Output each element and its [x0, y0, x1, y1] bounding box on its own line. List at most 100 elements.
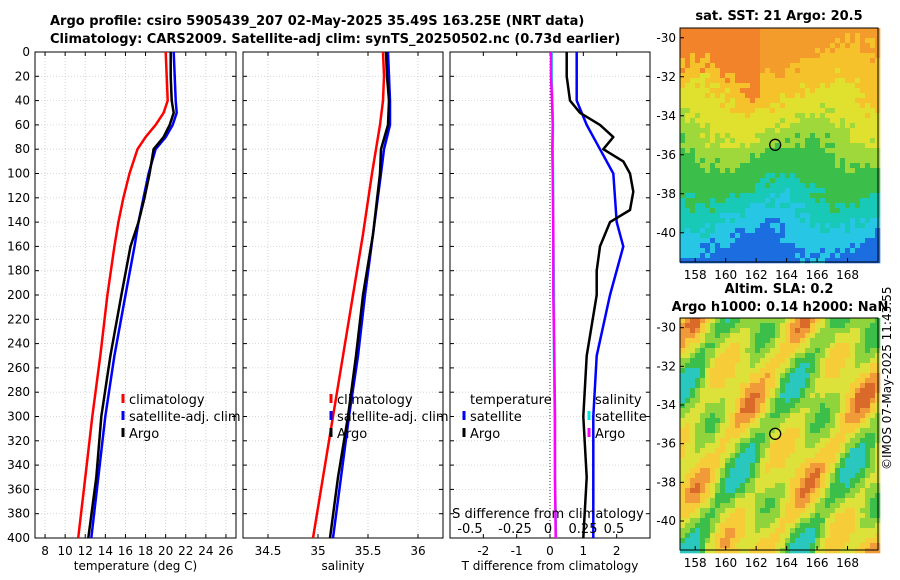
map-cell [775, 133, 781, 139]
map-cell [860, 43, 866, 49]
map-cell [770, 513, 776, 519]
map-cell [735, 163, 741, 169]
map-cell [700, 208, 706, 214]
map-cell [680, 168, 686, 174]
map-cell [700, 348, 706, 354]
map-cell [705, 228, 711, 234]
map-cell [765, 548, 771, 554]
map-cell [770, 108, 776, 114]
map-cell [705, 358, 711, 364]
map-cell [795, 63, 801, 69]
map-cell [865, 373, 871, 379]
map-cell [680, 443, 686, 449]
map-cell [735, 218, 741, 224]
map-cell [720, 213, 726, 219]
map-cell [740, 478, 746, 484]
map-cell [735, 98, 741, 104]
map-cell [715, 343, 721, 349]
map-cell [785, 418, 791, 424]
y-tick-label: -30 [656, 321, 676, 335]
map-cell [740, 253, 746, 259]
map-cell [740, 78, 746, 84]
map-cell [840, 358, 846, 364]
map-cell [845, 538, 851, 544]
map-cell [740, 28, 746, 34]
map-cell [755, 233, 761, 239]
map-cell [845, 373, 851, 379]
map-cell [735, 103, 741, 109]
map-cell [820, 93, 826, 99]
map-cell [745, 108, 751, 114]
map-cell [820, 468, 826, 474]
map-cell [705, 68, 711, 74]
map-cell [840, 443, 846, 449]
map-cell [795, 348, 801, 354]
map-cell [720, 483, 726, 489]
map-cell [715, 433, 721, 439]
map-cell [680, 528, 686, 534]
x-tick-label: 160 [714, 268, 737, 282]
map-cell [700, 168, 706, 174]
map-cell [680, 373, 686, 379]
map-cell [730, 208, 736, 214]
map-cell [775, 143, 781, 149]
map-cell [825, 483, 831, 489]
map-cell [725, 128, 731, 134]
map-cell [795, 253, 801, 259]
map-cell [860, 408, 866, 414]
x-tick-label: 168 [836, 268, 859, 282]
map-cell [775, 198, 781, 204]
map-cell [845, 413, 851, 419]
map-cell [680, 53, 686, 59]
y-tick-label: -34 [656, 398, 676, 412]
map-cell [805, 333, 811, 339]
map-cell [845, 348, 851, 354]
map-cell [800, 228, 806, 234]
map-cell [690, 58, 696, 64]
map-cell [785, 98, 791, 104]
map-cell [800, 83, 806, 89]
map-cell [780, 143, 786, 149]
map-cell [790, 508, 796, 514]
map-cell [855, 198, 861, 204]
map-cell [800, 348, 806, 354]
map-cell [790, 513, 796, 519]
map-cell [870, 143, 876, 149]
map-cell [710, 43, 716, 49]
map-cell [810, 218, 816, 224]
map-cell [825, 318, 831, 324]
map-cell [695, 493, 701, 499]
map-cell [865, 453, 871, 459]
map-cell [755, 93, 761, 99]
map-cell [710, 363, 716, 369]
map-cell [710, 258, 716, 264]
map-cell [740, 503, 746, 509]
map-cell [725, 243, 731, 249]
map-cell [720, 413, 726, 419]
map-cell [725, 398, 731, 404]
map-cell [795, 488, 801, 494]
map-cell [820, 198, 826, 204]
map-cell [745, 458, 751, 464]
map-cell [865, 248, 871, 254]
sst-map-frame [679, 27, 879, 263]
map-cell [700, 458, 706, 464]
map-cell [710, 523, 716, 529]
map-cell [860, 393, 866, 399]
map-cell [690, 198, 696, 204]
map-cell [720, 243, 726, 249]
map-cell [830, 248, 836, 254]
map-cell [790, 323, 796, 329]
map-cell [705, 368, 711, 374]
map-cell [755, 343, 761, 349]
map-cell [820, 73, 826, 79]
map-cell [760, 228, 766, 234]
map-cell [770, 473, 776, 479]
map-cell [790, 183, 796, 189]
map-cell [870, 408, 876, 414]
map-cell [735, 548, 741, 554]
map-cell [825, 433, 831, 439]
map-cell [735, 118, 741, 124]
map-cell [780, 248, 786, 254]
map-cell [745, 148, 751, 154]
